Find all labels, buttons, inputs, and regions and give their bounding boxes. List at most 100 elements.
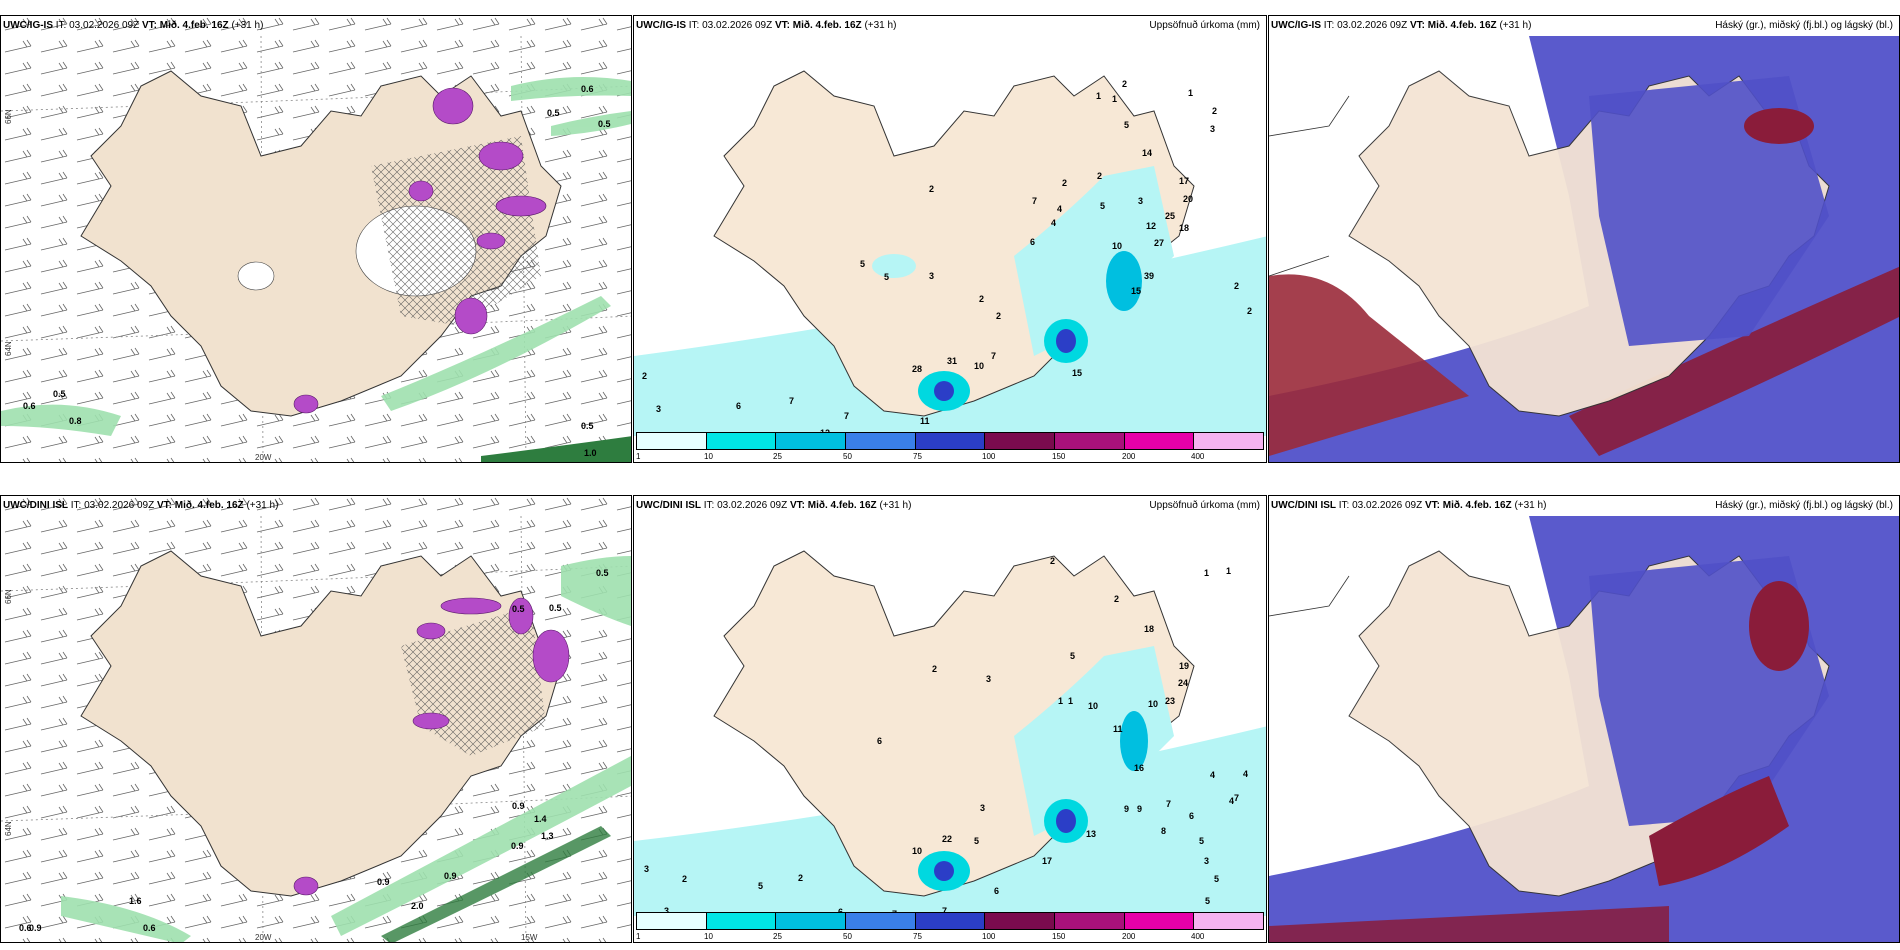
colorbar-tick: 100: [982, 452, 996, 461]
contour-label: 0.6: [143, 923, 156, 933]
precip-label: 6: [1189, 811, 1195, 821]
contour-label: 0.5: [53, 389, 66, 399]
precip-label: 7: [1234, 793, 1240, 803]
panel-subtitle: Háský (gr.), miðský (fj.bl.) og lágský (…: [1715, 500, 1893, 511]
lon-15-label: 15W: [521, 933, 538, 942]
contour-label: 1.0: [584, 448, 597, 458]
colorbar-tick: 400: [1191, 932, 1205, 941]
precip-label: 2: [1234, 281, 1240, 291]
wind-map: [1, 16, 631, 462]
precip-label: 5: [1205, 896, 1211, 906]
precip-label: 6: [877, 736, 883, 746]
colorbar-swatch: [846, 913, 916, 929]
colorbar-swatch: [706, 913, 777, 929]
contour-label: 0.5: [598, 119, 611, 129]
precip-label: 10: [1112, 241, 1123, 251]
precip-label: 10: [1148, 699, 1159, 709]
contour-label: 1.4: [534, 814, 547, 824]
precip-label: 4: [1243, 769, 1249, 779]
colorbar-tick: 25: [773, 932, 782, 941]
precip-label: 25: [1165, 211, 1176, 221]
lon-20-label: 20W: [255, 453, 272, 462]
precip-label: 31: [947, 356, 958, 366]
precip-label: 2: [929, 184, 935, 194]
precip-label: 22: [942, 834, 953, 844]
precip-label: 11: [920, 416, 930, 426]
colorbar-tick: 75: [913, 932, 922, 941]
precip-label: 15: [1072, 368, 1083, 378]
precip-label: 2: [682, 874, 688, 884]
precip-label: 19: [1179, 661, 1190, 671]
precip-label: 5: [860, 259, 866, 269]
colorbar-tick: 1: [636, 932, 641, 941]
colorbar-swatch: [1124, 913, 1195, 929]
precip-label: 3: [1138, 196, 1144, 206]
lat-64-label: 64N: [4, 341, 13, 356]
precip-label: 12: [1146, 221, 1157, 231]
precip-label: 2: [798, 873, 804, 883]
contour-label: 0.8: [69, 416, 82, 426]
precip-label: 6: [1030, 237, 1036, 247]
panel-dini-clouds: UWC/DINI ISL IT: 03.02.2026 09Z VT: Mið.…: [1268, 495, 1900, 943]
precip-label: 7: [991, 351, 997, 361]
contour-label: 0.6: [23, 401, 36, 411]
precip-label: 3: [644, 864, 650, 874]
colorbar-tick: 50: [843, 932, 852, 941]
colorbar-swatch: [776, 433, 847, 449]
precip-label: 7: [1032, 196, 1038, 206]
panel-dini-precip: UWC/DINI ISL IT: 03.02.2026 09Z VT: Mið.…: [633, 495, 1267, 943]
panel-title: UWC/IG-IS IT: 03.02.2026 09Z VT: Mið. 4.…: [1271, 20, 1532, 31]
precip-label: 9: [1124, 804, 1130, 814]
colorbar-tick: 10: [704, 932, 713, 941]
precip-label: 2: [1247, 306, 1253, 316]
colorbar-swatch: [776, 913, 847, 929]
contour-label: 0.5: [512, 604, 525, 614]
precip-colorbar: [636, 432, 1264, 450]
precip-label: 13: [1086, 829, 1097, 839]
precip-label: 1: [1068, 696, 1074, 706]
precip-label: 2: [1062, 178, 1068, 188]
contour-label: 0.5: [596, 568, 609, 578]
precip-label: 17: [1179, 176, 1190, 186]
contour-label: 0.5: [549, 603, 562, 613]
precip-label: 15: [1131, 286, 1142, 296]
lat-66-label: 66N: [4, 589, 13, 604]
precip-label: 1: [1226, 566, 1232, 576]
precip-label: 10: [912, 846, 923, 856]
precip-label: 3: [986, 674, 992, 684]
precip-label: 2: [979, 294, 985, 304]
contour-label: 1.6: [129, 896, 142, 906]
precip-label: 23: [1165, 696, 1176, 706]
precip-label: 28: [912, 364, 923, 374]
lat-64-label: 64N: [4, 821, 13, 836]
precip-label: 2: [996, 311, 1002, 321]
precip-label: 2: [1097, 171, 1103, 181]
colorbar-tick: 1: [636, 452, 641, 461]
precip-label: 3: [929, 271, 935, 281]
precip-label: 1: [1058, 696, 1064, 706]
colorbar-swatch: [1055, 913, 1125, 929]
panel-dini-wind: UWC/DINI ISL IT: 03.02.2026 09Z VT: Mið.…: [0, 495, 632, 943]
colorbar-swatch: [637, 913, 707, 929]
colorbar-swatch: [637, 433, 707, 449]
precip-label: 5: [1124, 120, 1130, 130]
panel-title: UWC/DINI ISL IT: 03.02.2026 09Z VT: Mið.…: [636, 500, 912, 511]
colorbar-tick: 50: [843, 452, 852, 461]
precip-label: 3: [656, 404, 662, 414]
precip-label: 14: [1142, 148, 1153, 158]
colorbar-tick: 200: [1122, 452, 1136, 461]
colorbar-swatch: [985, 913, 1056, 929]
precip-label: 3: [1210, 124, 1216, 134]
colorbar-swatch: [1055, 433, 1125, 449]
panel-title: UWC/DINI ISL IT: 03.02.2026 09Z VT: Mið.…: [3, 500, 279, 511]
cloud-map: [1269, 516, 1899, 942]
panel-subtitle: Uppsöfnuð úrkoma (mm): [1149, 500, 1260, 511]
contour-label: 0.9: [444, 871, 457, 881]
precip-label: 2: [932, 664, 938, 674]
colorbar-tick: 150: [1052, 452, 1066, 461]
colorbar-swatch: [1194, 433, 1264, 449]
precip-label: 5: [1070, 651, 1076, 661]
precip-label: 5: [1199, 836, 1205, 846]
contour-label: 1.3: [541, 831, 554, 841]
panel-subtitle: Uppsöfnuð úrkoma (mm): [1149, 20, 1260, 31]
